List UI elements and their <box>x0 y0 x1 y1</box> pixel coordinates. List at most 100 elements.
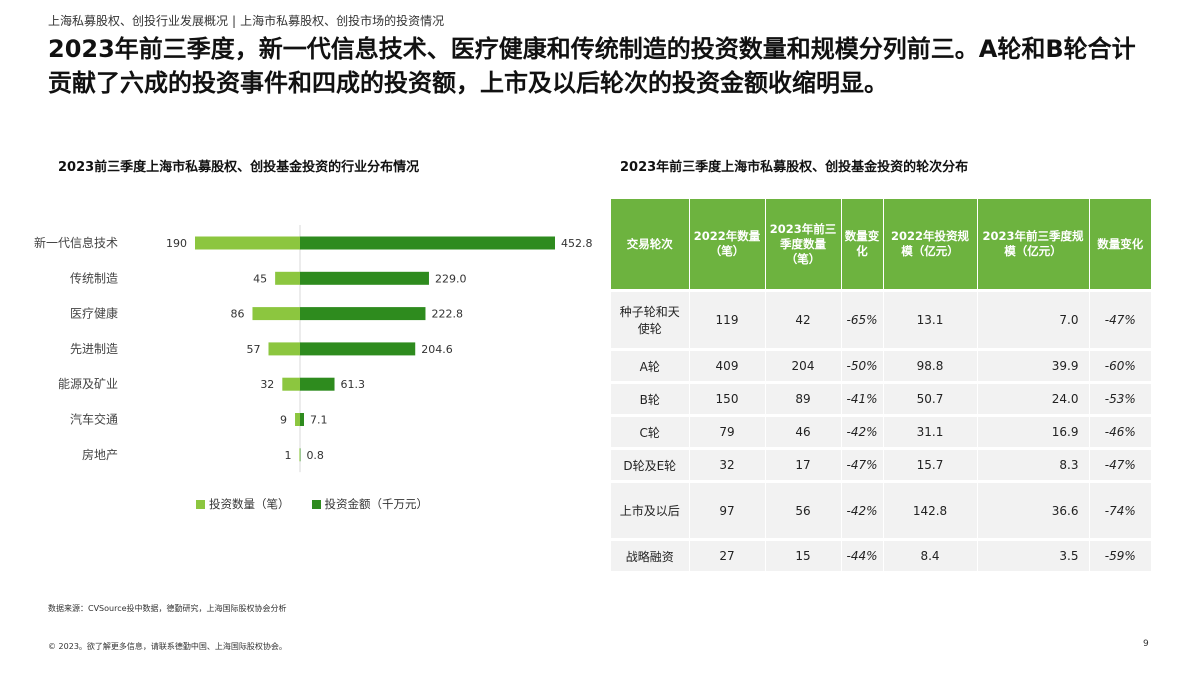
amount-bar <box>300 307 426 321</box>
count-bar <box>295 413 300 426</box>
table-cell-round: A轮 <box>611 351 689 381</box>
amount-value-label: 61.3 <box>341 378 366 391</box>
table-cell: 97 <box>688 483 765 538</box>
table-row: D轮及E轮 32 17 -47% 15.7 8.3 -47% <box>611 450 1151 480</box>
table-cell: 13.1 <box>882 292 977 348</box>
table-cell-change: -41% <box>840 384 883 414</box>
amount-value-label: 222.8 <box>431 308 463 321</box>
table-cell-round: 上市及以后 <box>611 483 689 538</box>
breadcrumb-part-2: 上海市私募股权、创投市场的投资情况 <box>240 14 445 28</box>
table-row: A轮 409 204 -50% 98.8 39.9 -60% <box>611 351 1151 381</box>
table-row: 上市及以后 97 56 -42% 142.8 36.6 -74% <box>611 483 1151 538</box>
table-cell: 39.9 <box>976 351 1089 381</box>
breadcrumb: 上海私募股权、创投行业发展概况 | 上海市私募股权、创投市场的投资情况 <box>48 12 444 29</box>
count-value-label: 1 <box>284 449 291 462</box>
table-cell-change: -65% <box>840 292 883 348</box>
table-cell: 8.3 <box>976 450 1089 480</box>
table-cell: 50.7 <box>882 384 977 414</box>
count-value-label: 190 <box>166 237 187 250</box>
amount-value-label: 7.1 <box>310 414 328 427</box>
industry-chart-title: 2023前三季度上海市私募股权、创投基金投资的行业分布情况 <box>58 160 420 175</box>
table-cell-round: C轮 <box>611 417 689 447</box>
amount-value-label: 204.6 <box>421 343 453 356</box>
table-cell: 56 <box>764 483 841 538</box>
table-header-cell: 2022年投资规模（亿元） <box>882 199 977 289</box>
page-number: 9 <box>1143 639 1149 649</box>
table-row: C轮 79 46 -42% 31.1 16.9 -46% <box>611 417 1151 447</box>
page-headline: 2023年前三季度，新一代信息技术、医疗健康和传统制造的投资数量和规模分列前三。… <box>48 35 1136 97</box>
table-cell-change: -42% <box>840 483 883 538</box>
chart-legend: 投资数量（笔） 投资金额（千万元） <box>196 496 428 512</box>
table-cell: 119 <box>688 292 765 348</box>
category-label: 传统制造 <box>70 270 118 285</box>
legend-item-amount: 投资金额（千万元） <box>311 496 429 512</box>
table-row: 战略融资 27 15 -44% 8.4 3.5 -59% <box>611 541 1151 571</box>
count-bar <box>268 342 300 356</box>
data-source-footnote: 数据来源：CVSource投中数据，德勤研究，上海国际股权协会分析 <box>48 604 287 613</box>
table-cell-round: B轮 <box>611 384 689 414</box>
amount-value-label: 452.8 <box>561 237 593 250</box>
count-bar <box>282 377 300 391</box>
category-label: 房地产 <box>82 447 118 462</box>
category-label: 新一代信息技术 <box>34 235 118 250</box>
table-header-cell: 数量变化 <box>1088 199 1151 289</box>
table-cell: 16.9 <box>976 417 1089 447</box>
amount-value-label: 0.8 <box>306 449 324 462</box>
count-value-label: 32 <box>260 378 274 391</box>
table-cell: 15.7 <box>882 450 977 480</box>
table-cell: 46 <box>764 417 841 447</box>
table-cell-change: -53% <box>1088 384 1151 414</box>
table-cell: 79 <box>688 417 765 447</box>
count-bar <box>195 236 300 250</box>
table-cell-change: -60% <box>1088 351 1151 381</box>
legend-item-count: 投资数量（笔） <box>196 496 290 512</box>
category-label: 先进制造 <box>70 342 118 356</box>
count-value-label: 57 <box>247 343 261 356</box>
table-header-row: 交易轮次 2022年数量（笔） 2023年前三季度数量（笔） 数量变化 2022… <box>611 199 1151 289</box>
table-cell: 142.8 <box>882 483 977 538</box>
industry-bar-chart: 新一代信息技术 190 452.8 传统制造 45 229.0 医疗健康 86 222.8 先进制… <box>34 225 593 473</box>
table-header-cell: 数量变化 <box>840 199 883 289</box>
amount-bar <box>300 377 335 391</box>
table-cell-change: -47% <box>840 450 883 480</box>
table-cell: 24.0 <box>976 384 1089 414</box>
amount-bar <box>300 271 429 285</box>
table-cell: 204 <box>764 351 841 381</box>
breadcrumb-separator: | <box>232 14 237 28</box>
count-bar <box>275 271 300 285</box>
amount-bar <box>300 342 416 356</box>
table-cell: 42 <box>764 292 841 348</box>
table-cell-change: -46% <box>1088 417 1151 447</box>
table-cell-round: D轮及E轮 <box>611 450 689 480</box>
legend-label-count: 投资数量（笔） <box>209 497 290 511</box>
table-cell: 31.1 <box>882 417 977 447</box>
table-cell-change: -47% <box>1088 292 1151 348</box>
table-cell: 36.6 <box>976 483 1089 538</box>
count-value-label: 45 <box>253 272 267 285</box>
amount-bar <box>300 236 555 250</box>
table-cell: 27 <box>688 541 765 571</box>
table-cell-change: -44% <box>840 541 883 571</box>
table-header-cell: 2023年前三季度数量（笔） <box>764 199 841 289</box>
table-cell-change: -42% <box>840 417 883 447</box>
amount-bar <box>300 413 304 426</box>
table-cell-change: -50% <box>840 351 883 381</box>
count-bar <box>299 448 300 462</box>
table-cell: 3.5 <box>976 541 1089 571</box>
table-row: B轮 150 89 -41% 50.7 24.0 -53% <box>611 384 1151 414</box>
table-row: 种子轮和天使轮 119 42 -65% 13.1 7.0 -47% <box>611 292 1151 348</box>
count-value-label: 9 <box>280 414 287 427</box>
breadcrumb-part-1: 上海私募股权、创投行业发展概况 <box>48 14 229 28</box>
table-cell-change: -47% <box>1088 450 1151 480</box>
round-table-title: 2023年前三季度上海市私募股权、创投基金投资的轮次分布 <box>620 160 969 175</box>
count-value-label: 86 <box>230 308 244 321</box>
amount-value-label: 229.0 <box>435 272 467 285</box>
category-label: 医疗健康 <box>70 306 118 321</box>
table-cell: 32 <box>688 450 765 480</box>
table-cell-round: 种子轮和天使轮 <box>611 292 689 348</box>
table-cell: 89 <box>764 384 841 414</box>
table-header-cell: 2023年前三季度规模（亿元） <box>976 199 1089 289</box>
table-cell: 150 <box>688 384 765 414</box>
table-header-cell: 交易轮次 <box>611 199 689 289</box>
legend-label-amount: 投资金额（千万元） <box>324 497 429 511</box>
